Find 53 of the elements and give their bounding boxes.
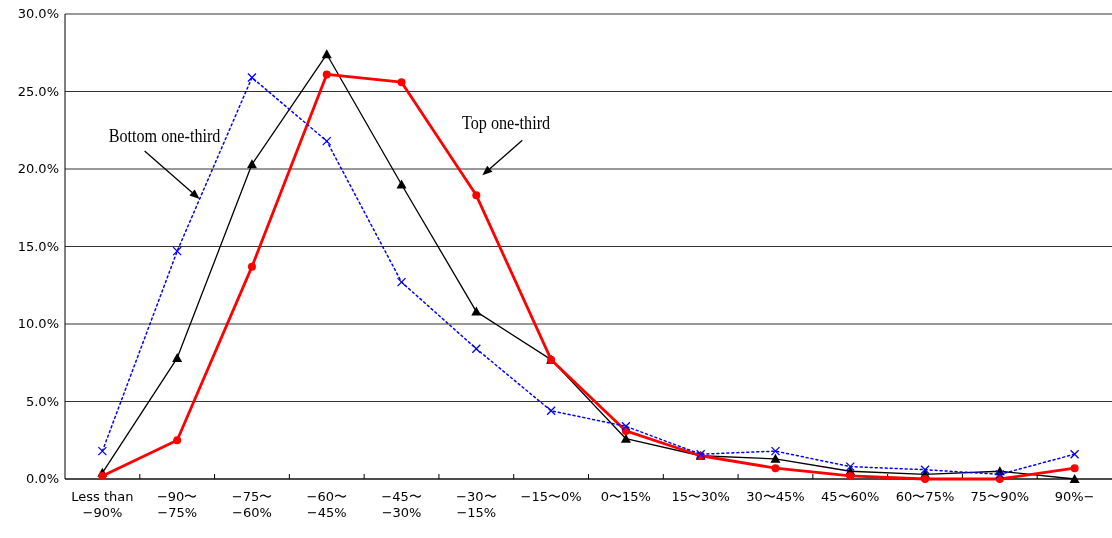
point bbox=[620, 433, 631, 443]
x-tick-label: 60〜75% bbox=[894, 489, 956, 505]
point bbox=[471, 306, 482, 316]
x-tick-label: −30〜−15% bbox=[455, 489, 498, 521]
x-tick-label: −75〜−60% bbox=[230, 489, 274, 521]
x-tick-label: 90%− bbox=[1053, 489, 1096, 505]
x-tick-label: 0〜15% bbox=[599, 489, 652, 505]
point bbox=[247, 72, 257, 83]
point bbox=[322, 136, 332, 146]
y-tick-label: 0.0% bbox=[24, 471, 59, 487]
point bbox=[621, 421, 631, 431]
point bbox=[396, 179, 407, 189]
point bbox=[98, 471, 107, 480]
x-tick-label: Less than −90% bbox=[70, 489, 135, 521]
x-tick-label: 30〜45% bbox=[745, 489, 806, 505]
y-tick-label: 25.0% bbox=[16, 83, 59, 100]
x-tick-label: 15〜30% bbox=[670, 489, 731, 505]
y-tick-label: 10.0% bbox=[16, 316, 59, 332]
point bbox=[1069, 474, 1080, 483]
point bbox=[471, 344, 481, 354]
point bbox=[173, 436, 182, 445]
point bbox=[397, 78, 406, 87]
x-tick-label: −90〜−75% bbox=[155, 489, 199, 521]
point bbox=[246, 159, 257, 169]
point bbox=[846, 471, 855, 480]
point bbox=[845, 461, 855, 472]
point bbox=[546, 406, 556, 416]
point bbox=[1069, 449, 1080, 459]
point bbox=[172, 246, 182, 256]
x-tick-label: 75〜90% bbox=[969, 489, 1031, 505]
point bbox=[1070, 464, 1079, 473]
point bbox=[322, 70, 331, 79]
y-tick-label: 5.0% bbox=[24, 393, 59, 410]
x-tick-label: −15〜0% bbox=[519, 489, 583, 505]
point bbox=[770, 446, 781, 456]
point bbox=[396, 277, 407, 287]
x-tick-label: −45〜−30% bbox=[380, 489, 423, 521]
point bbox=[771, 464, 780, 473]
x-tick-label: 45〜60% bbox=[820, 489, 881, 505]
x-tick-label: −60〜−45% bbox=[305, 489, 348, 521]
series-label: Top one-third bbox=[462, 112, 551, 135]
y-tick-label: 20.0% bbox=[16, 161, 59, 177]
series-label: Bottom one-third bbox=[108, 125, 221, 148]
point bbox=[172, 353, 183, 363]
y-tick-label: 15.0% bbox=[16, 238, 59, 255]
point bbox=[921, 475, 930, 483]
point bbox=[770, 453, 781, 463]
y-tick-label: 30.0% bbox=[16, 6, 59, 22]
point bbox=[97, 446, 108, 456]
point bbox=[247, 262, 256, 271]
point bbox=[472, 191, 481, 200]
point bbox=[321, 49, 332, 59]
point bbox=[920, 465, 930, 475]
